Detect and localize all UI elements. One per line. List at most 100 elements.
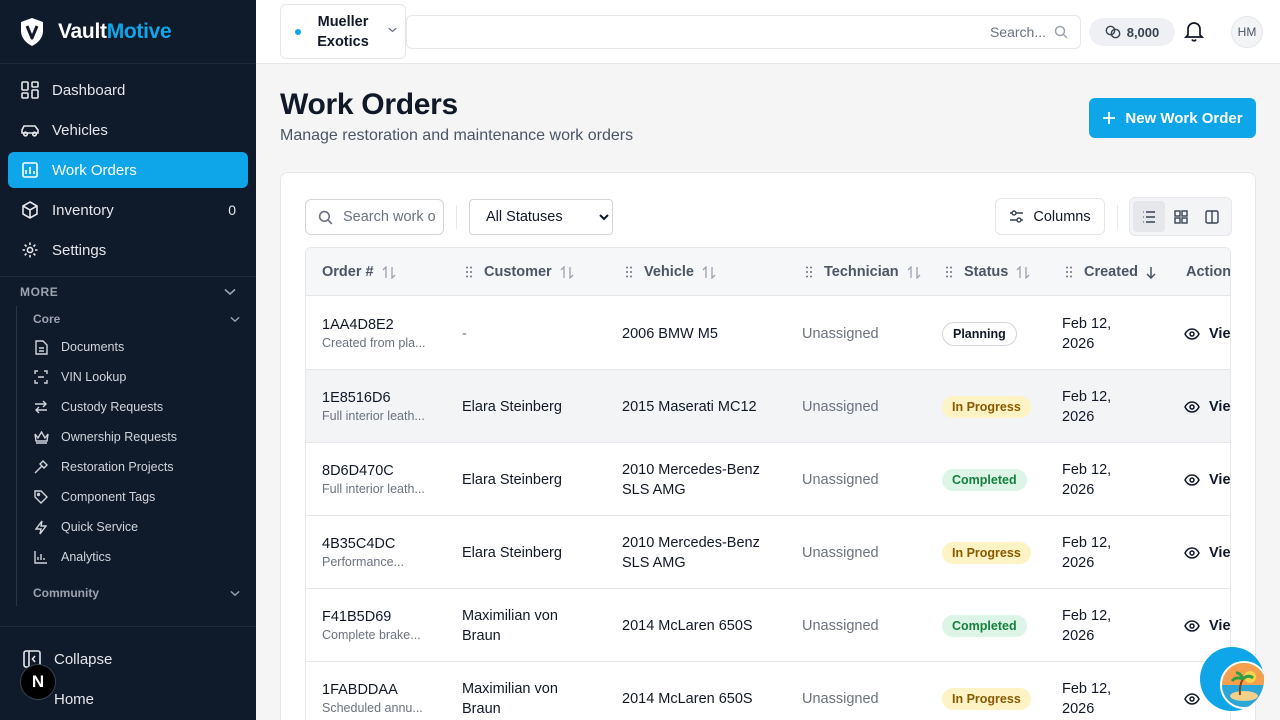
nav-label: Work Orders — [52, 161, 137, 179]
chevron-down-icon — [230, 316, 240, 322]
order-id[interactable]: 4B35C4DC — [322, 536, 396, 552]
view-button[interactable]: View — [1184, 543, 1230, 563]
sidebar-item-restoration-projects[interactable]: Restoration Projects — [17, 452, 256, 482]
more-section-toggle[interactable]: MORE — [0, 276, 256, 306]
table-row[interactable]: F41B5D69 Complete brake... Maximilian vo… — [306, 589, 1230, 662]
table-row[interactable]: 1E8516D6 Full interior leath... Elara St… — [306, 370, 1230, 443]
sidebar-item-vin-lookup[interactable]: VIN Lookup — [17, 362, 256, 392]
nav-item-dashboard[interactable]: Dashboard — [8, 72, 248, 108]
sidebar-item-documents[interactable]: Documents — [17, 332, 256, 362]
sliders-icon — [1009, 210, 1024, 223]
customer-name: - — [462, 325, 467, 342]
dev-badge[interactable]: N — [20, 664, 56, 700]
drag-handle-icon[interactable] — [466, 266, 472, 278]
column-header-customer[interactable]: Customer — [466, 248, 574, 296]
customer-cell: - — [462, 297, 467, 370]
column-header-order[interactable]: Order # — [322, 248, 396, 296]
order-id[interactable]: 8D6D470C — [322, 463, 394, 479]
split-view-button[interactable] — [1196, 201, 1228, 232]
more-label: MORE — [20, 284, 59, 299]
page-title: Work Orders — [280, 88, 458, 121]
group-core-toggle[interactable]: Core — [17, 306, 256, 332]
grid-icon — [1173, 209, 1188, 224]
order-id[interactable]: 1FABDDAA — [322, 682, 398, 698]
divider — [1117, 205, 1118, 229]
nav-item-work-orders[interactable]: Work Orders — [8, 152, 248, 188]
drag-handle-icon[interactable] — [1066, 266, 1072, 278]
bell-icon[interactable] — [1184, 20, 1204, 42]
list-view-button[interactable] — [1133, 201, 1165, 232]
sidebar-item-label: Restoration Projects — [61, 460, 174, 474]
view-button[interactable]: View — [1184, 470, 1231, 490]
sidebar-item-quick-service[interactable]: Quick Service — [17, 512, 256, 542]
sidebar-item-label: Ownership Requests — [61, 430, 178, 444]
status-cell: Completed — [942, 443, 1027, 516]
group-community-toggle[interactable]: Community — [17, 580, 256, 606]
scan-icon — [33, 369, 49, 385]
drag-handle-icon[interactable] — [626, 266, 632, 278]
org-name: Mueller Exotics — [317, 13, 369, 50]
order-cell: 4B35C4DC Performance... — [322, 516, 404, 589]
column-header-technician[interactable]: Technician — [806, 248, 921, 296]
grid-view-button[interactable] — [1165, 201, 1197, 232]
technician-cell: Unassigned — [802, 516, 879, 589]
table-row[interactable]: 8D6D470C Full interior leath... Elara St… — [306, 443, 1231, 516]
bolt-icon — [33, 519, 49, 535]
order-description: Scheduled annu... — [322, 701, 423, 715]
divider — [456, 205, 457, 229]
sidebar-item-custody-requests[interactable]: Custody Requests — [17, 392, 256, 422]
nav-item-vehicles[interactable]: Vehicles — [8, 112, 248, 148]
order-id[interactable]: F41B5D69 — [322, 609, 392, 625]
assistant-fab[interactable] — [1200, 647, 1264, 711]
column-header-vehicle[interactable]: Vehicle — [626, 248, 716, 296]
column-header-status[interactable]: Status — [946, 248, 1030, 296]
drag-handle-icon[interactable] — [946, 266, 952, 278]
collapse-label: Collapse — [54, 650, 113, 668]
org-switcher[interactable]: Mueller Exotics — [280, 4, 406, 59]
view-mode-toggle — [1129, 197, 1232, 236]
technician-name: Unassigned — [802, 617, 879, 634]
view-label: View — [1209, 471, 1231, 488]
nav-item-inventory[interactable]: Inventory 0 — [8, 192, 248, 228]
vehicle-name: 2015 Maserati MC12 — [622, 398, 757, 415]
sidebar-item-ownership-requests[interactable]: Ownership Requests — [17, 422, 256, 452]
customer-name: Maximilian von Braun — [462, 680, 558, 717]
technician-cell: Unassigned — [802, 443, 879, 516]
view-button[interactable]: View — [1184, 324, 1230, 344]
home-label: Home — [54, 690, 95, 708]
column-header-created[interactable]: Created — [1066, 248, 1156, 296]
table-row[interactable]: 1AA4D8E2 Created from pla... - 2006 BMW … — [306, 297, 1230, 370]
order-id[interactable]: 1AA4D8E2 — [322, 317, 394, 333]
document-icon — [33, 339, 49, 355]
search-icon — [318, 210, 333, 224]
nav-item-settings[interactable]: Settings — [8, 232, 248, 268]
new-work-order-button[interactable]: New Work Order — [1089, 98, 1256, 138]
global-search-input[interactable] — [446, 24, 1046, 40]
order-id[interactable]: 1E8516D6 — [322, 390, 391, 406]
home-link[interactable]: Home — [8, 681, 248, 717]
brand[interactable]: VaultMotive — [0, 0, 256, 64]
created-cell: Feb 12, 2026 — [1062, 516, 1134, 589]
sidebar-item-component-tags[interactable]: Component Tags — [17, 482, 256, 512]
work-order-search-input[interactable] — [343, 209, 435, 225]
technician-cell: Unassigned — [802, 589, 879, 662]
table-row[interactable]: 1FABDDAA Scheduled annu... Maximilian vo… — [306, 662, 1230, 720]
technician-cell: Unassigned — [802, 662, 879, 720]
view-button[interactable]: View — [1184, 397, 1230, 417]
avatar[interactable]: HM — [1231, 16, 1263, 48]
table-row[interactable]: 4B35C4DC Performance... Elara Steinberg … — [306, 516, 1230, 589]
status-filter-select[interactable]: All Statuses — [469, 199, 613, 235]
customer-name: Elara Steinberg — [462, 471, 562, 488]
credits-badge[interactable]: 8,000 — [1089, 18, 1175, 46]
view-button[interactable]: View — [1184, 616, 1230, 636]
technician-name: Unassigned — [802, 471, 879, 488]
columns-button[interactable]: Columns — [995, 198, 1105, 235]
nav-label: Dashboard — [52, 81, 126, 99]
sidebar-item-analytics[interactable]: Analytics — [17, 542, 256, 572]
collapse-button[interactable]: Collapse — [8, 641, 248, 677]
vehicle-name: 2006 BMW M5 — [622, 325, 718, 342]
header-label: Vehicle — [644, 264, 694, 280]
header-label: Technician — [824, 264, 899, 280]
box-icon — [20, 200, 40, 220]
drag-handle-icon[interactable] — [806, 266, 812, 278]
